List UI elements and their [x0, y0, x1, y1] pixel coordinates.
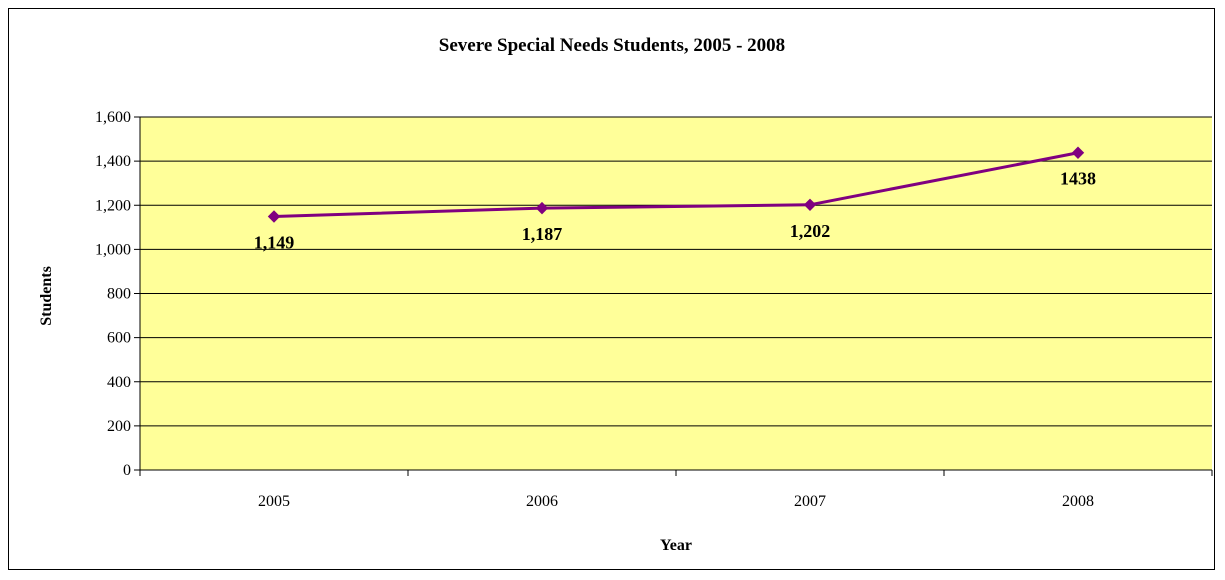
y-tick-label: 1,400: [95, 153, 131, 170]
data-point-marker: [1071, 146, 1085, 159]
x-tick-labels: 2005 2006 2007 2008: [258, 493, 1094, 510]
y-tick-label: 600: [107, 330, 131, 347]
y-tick-label: 0: [123, 462, 131, 479]
x-axis-title: Year: [660, 537, 692, 554]
data-point-marker: [535, 201, 549, 215]
y-tick-labels: 0 200 400 600 800 1,000 1,200 1,400 1,600: [95, 109, 131, 479]
data-label: 1,187: [522, 224, 563, 244]
x-tick-label: 2008: [1062, 493, 1094, 510]
data-point-marker: [267, 210, 281, 223]
series-layer: [273, 151, 1079, 219]
x-tick-label: 2007: [794, 493, 826, 510]
x-tick-label: 2005: [258, 493, 290, 510]
y-tick-label: 1,600: [95, 109, 131, 126]
y-tick-label: 1,200: [95, 197, 131, 214]
y-tick-label: 400: [107, 374, 131, 391]
axes: [134, 116, 1213, 476]
data-label: 1,202: [790, 221, 831, 241]
y-tick-label: 200: [107, 418, 131, 435]
data-label: 1,149: [254, 233, 295, 253]
series-line: [273, 151, 1079, 219]
data-point-marker: [803, 198, 817, 212]
y-axis-title: Students: [38, 266, 55, 326]
y-tick-label: 1,000: [95, 241, 131, 258]
data-labels: 1,149 1,187 1,202 1438: [254, 169, 1096, 253]
data-label: 1438: [1060, 169, 1096, 189]
chart-title: Severe Special Needs Students, 2005 - 20…: [439, 35, 785, 56]
x-tick-label: 2006: [526, 493, 558, 510]
y-tick-label: 800: [107, 286, 131, 303]
markers: [267, 146, 1085, 223]
